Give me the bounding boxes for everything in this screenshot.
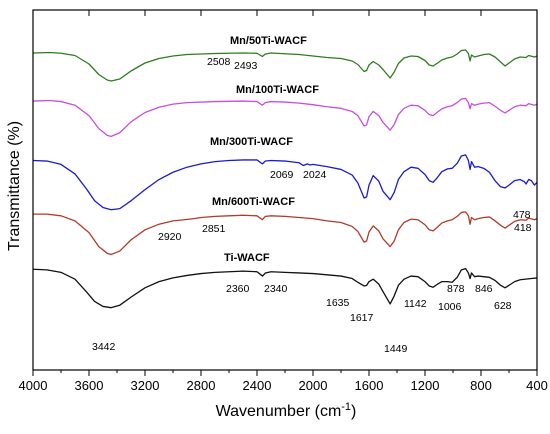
x-axis-title: Wavenumber (cm-1)	[216, 401, 357, 420]
x-tick-label: 2400	[243, 378, 272, 393]
plot-frame	[32, 9, 538, 371]
x-tick-label: 400	[526, 378, 548, 393]
series-layer	[32, 49, 538, 309]
series-label: Mn/600Ti-WACF	[212, 196, 295, 208]
peak-annotation: 1635	[326, 297, 350, 309]
series-label: Mn/50Ti-WACF	[230, 35, 307, 47]
x-tick-label: 3600	[75, 378, 104, 393]
spectrum-line-mn-300ti-wacf	[32, 154, 538, 211]
x-axis-title-superscript: -1	[341, 401, 351, 413]
peak-annotation: 1449	[384, 343, 408, 355]
x-tick-label: 1600	[355, 378, 384, 393]
x-tick-label: 2000	[299, 378, 328, 393]
peak-annotation: 2920	[158, 231, 182, 243]
peak-annotation: 2340	[264, 283, 288, 295]
peak-annotation: 2493	[234, 60, 258, 72]
peak-annotation: 418	[514, 222, 532, 234]
spectrum-line-mn-600ti-wacf	[33, 211, 538, 256]
series-label: Ti-WACF	[224, 252, 270, 264]
series-label: Mn/100Ti-WACF	[236, 84, 319, 96]
peak-annotation: 2508	[207, 56, 231, 68]
x-tick-label: 1200	[411, 378, 440, 393]
series-label-layer: Mn/50Ti-WACF Mn/100Ti-WACF Mn/300Ti-WACF Mn…	[210, 35, 319, 264]
spectrum-line-mn-50ti-wacf	[32, 49, 538, 82]
x-axis-title-main: Wavenumber (cm	[216, 403, 342, 420]
x-axis-title-end: )	[351, 403, 356, 420]
x-tick-label: 3200	[131, 378, 160, 393]
spectrum-line-ti-wacf	[32, 267, 538, 309]
peak-annotation: 1006	[438, 301, 462, 313]
peak-annotation: 1617	[350, 312, 374, 324]
peak-annotation: 878	[447, 283, 465, 295]
series-label: Mn/300Ti-WACF	[210, 136, 293, 148]
peak-annotation: 2024	[303, 169, 327, 181]
spectrum-line-mn-100ti-wacf	[32, 97, 538, 138]
peak-annotation: 628	[494, 300, 512, 312]
x-axis-tick-labels: 4000 3600 3200 2800 2400 2000 1600 1200 800 400	[19, 378, 548, 393]
peak-annotation: 2360	[226, 283, 250, 295]
x-axis-ticks	[32, 10, 538, 376]
peak-annotation: 2069	[270, 169, 294, 181]
peak-annotation: 1142	[404, 298, 427, 310]
peak-annotation: 478	[513, 209, 531, 221]
x-tick-label: 800	[470, 378, 492, 393]
x-tick-label: 4000	[19, 378, 48, 393]
peak-annotation: 3442	[92, 341, 116, 353]
x-tick-label: 2800	[187, 378, 216, 393]
y-axis-title: Transmittance (%)	[6, 121, 23, 251]
peak-annotation: 2851	[202, 223, 226, 235]
peak-annotation: 846	[475, 283, 493, 295]
